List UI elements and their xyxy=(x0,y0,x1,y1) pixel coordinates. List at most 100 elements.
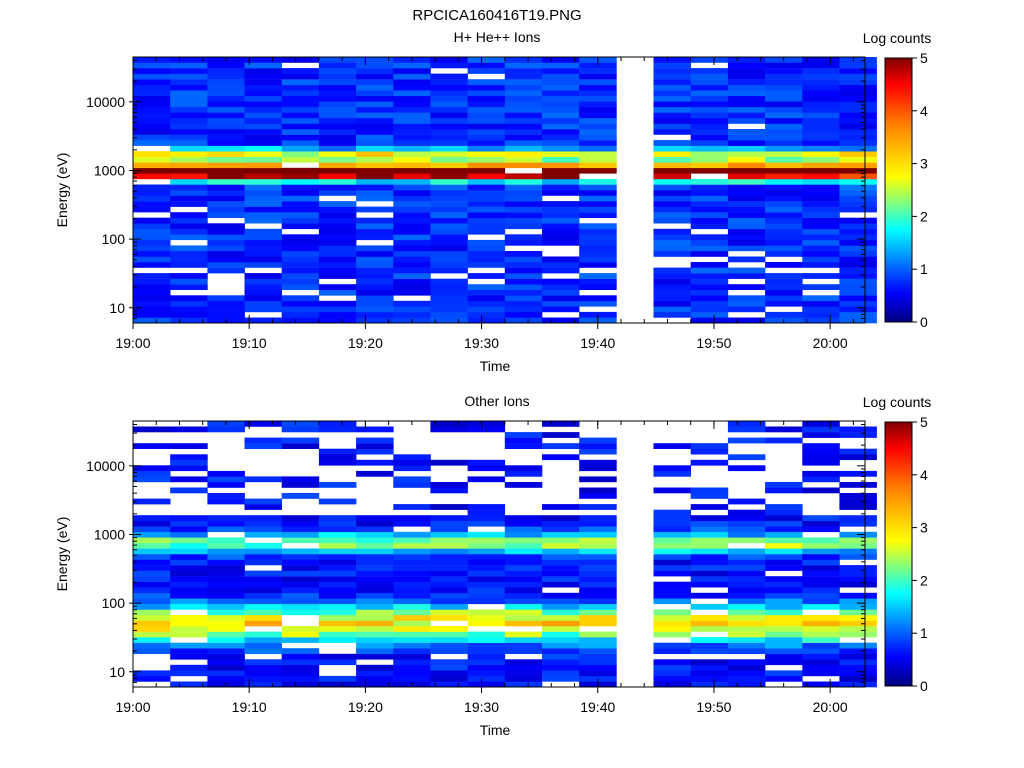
spectrogram-cell xyxy=(281,145,320,152)
spectrogram-cell xyxy=(318,531,357,538)
spectrogram-cell xyxy=(281,515,320,521)
colorbar-tick-label: 4 xyxy=(920,467,928,483)
spectrogram-cell xyxy=(504,648,543,654)
spectrogram-cells xyxy=(133,421,877,688)
spectrogram-cell xyxy=(356,167,394,174)
spectrogram-cell xyxy=(653,79,691,85)
spectrogram-cell xyxy=(690,289,729,296)
spectrogram-cell xyxy=(802,95,840,102)
spectrogram-cell xyxy=(542,162,580,169)
spectrogram-cell xyxy=(765,482,803,488)
spectrogram-cell xyxy=(839,448,877,455)
spectrogram-cell xyxy=(839,62,877,69)
spectrogram-cell xyxy=(467,239,506,246)
spectrogram-cell xyxy=(281,482,320,488)
spectrogram-cell xyxy=(393,476,431,483)
spectrogram-cell xyxy=(133,156,171,163)
spectrogram-cell xyxy=(653,587,691,594)
spectrogram-cell xyxy=(727,300,766,307)
spectrogram-cell xyxy=(542,123,580,130)
spectrogram-cell xyxy=(839,101,877,108)
spectrogram-cell xyxy=(542,581,580,588)
spectrogram-cell xyxy=(393,675,431,682)
spectrogram-cell xyxy=(430,217,468,224)
spectrogram-cell xyxy=(133,273,171,279)
spectrogram-cell xyxy=(393,212,431,218)
spectrogram-cell xyxy=(207,156,245,163)
spectrogram-cell xyxy=(170,79,208,85)
spectrogram-cell xyxy=(318,548,357,555)
spectrogram-cell xyxy=(839,653,877,660)
spectrogram-cell xyxy=(356,470,394,477)
spectrogram-cell xyxy=(727,162,766,169)
spectrogram-cell xyxy=(170,62,208,69)
spectrogram-cell xyxy=(393,576,431,582)
spectrogram-cell xyxy=(430,112,468,119)
spectrogram-cell xyxy=(207,537,245,544)
spectrogram-cell xyxy=(393,73,431,80)
spectrogram-cell xyxy=(802,228,840,235)
spectrogram-cell xyxy=(318,62,357,69)
spectrogram-cell xyxy=(802,57,840,63)
spectrogram-cell xyxy=(690,548,729,555)
spectrogram-cell xyxy=(467,140,506,146)
spectrogram-cell xyxy=(430,637,468,643)
spectrogram-cell xyxy=(430,559,468,566)
spectrogram-cell xyxy=(170,90,208,97)
spectrogram-cell xyxy=(727,454,766,461)
spectrogram-cell xyxy=(504,101,543,108)
spectrogram-cell xyxy=(318,498,357,505)
spectrogram-cell xyxy=(802,554,840,560)
spectrogram-cell xyxy=(281,79,320,85)
spectrogram-cell xyxy=(356,57,394,63)
x-tick-label: 19:40 xyxy=(580,335,615,351)
spectrogram-cell xyxy=(504,537,543,544)
spectrogram-cell xyxy=(170,256,208,263)
spectrogram-cell xyxy=(170,212,208,218)
spectrogram-cell xyxy=(467,90,506,97)
spectrogram-cell xyxy=(170,190,208,196)
spectrogram-cell xyxy=(170,134,208,141)
spectrogram-cell xyxy=(393,62,431,69)
spectrogram-cell xyxy=(690,112,729,119)
spectrogram-cell xyxy=(356,267,394,274)
spectrogram-cell xyxy=(430,251,468,257)
spectrogram-cell xyxy=(765,140,803,146)
spectrogram-cell xyxy=(765,531,803,538)
spectrogram-cell xyxy=(690,201,729,207)
spectrogram-cell xyxy=(802,245,840,252)
spectrogram-cell xyxy=(281,648,320,654)
spectrogram-cell xyxy=(393,631,431,638)
spectrogram-cell xyxy=(281,256,320,263)
spectrogram-cell xyxy=(430,118,468,124)
spectrogram-cell xyxy=(653,631,691,638)
spectrogram-cell xyxy=(467,295,506,302)
spectrogram-cell xyxy=(727,317,766,324)
spectrogram-cell xyxy=(207,637,245,643)
spectrogram-cell xyxy=(802,620,840,627)
spectrogram-cell xyxy=(393,190,431,196)
spectrogram-cell xyxy=(542,201,580,207)
spectrogram-cell xyxy=(281,101,320,108)
spectrogram-cell xyxy=(281,73,320,80)
spectrogram-cell xyxy=(504,112,543,119)
spectrogram-cell xyxy=(467,531,506,538)
spectrogram-cell xyxy=(430,262,468,268)
spectrogram-cell xyxy=(430,123,468,130)
spectrogram-cell xyxy=(653,311,691,318)
spectrogram-cell xyxy=(356,162,394,169)
spectrogram-cell xyxy=(839,223,877,230)
spectrogram-cell xyxy=(579,195,617,202)
spectrogram-cell xyxy=(727,201,766,207)
spectrogram-cell xyxy=(467,112,506,119)
spectrogram-cell xyxy=(504,576,543,582)
spectrogram-cell xyxy=(281,173,320,180)
spectrogram-cell xyxy=(393,454,431,461)
spectrogram-cell xyxy=(467,664,506,671)
spectrogram-cell xyxy=(356,317,394,324)
spectrogram-cell xyxy=(467,681,506,688)
spectrogram-cell xyxy=(356,626,394,632)
spectrogram-cell xyxy=(839,73,877,80)
spectrogram-cell xyxy=(467,300,506,307)
spectrogram-cell xyxy=(318,223,357,230)
